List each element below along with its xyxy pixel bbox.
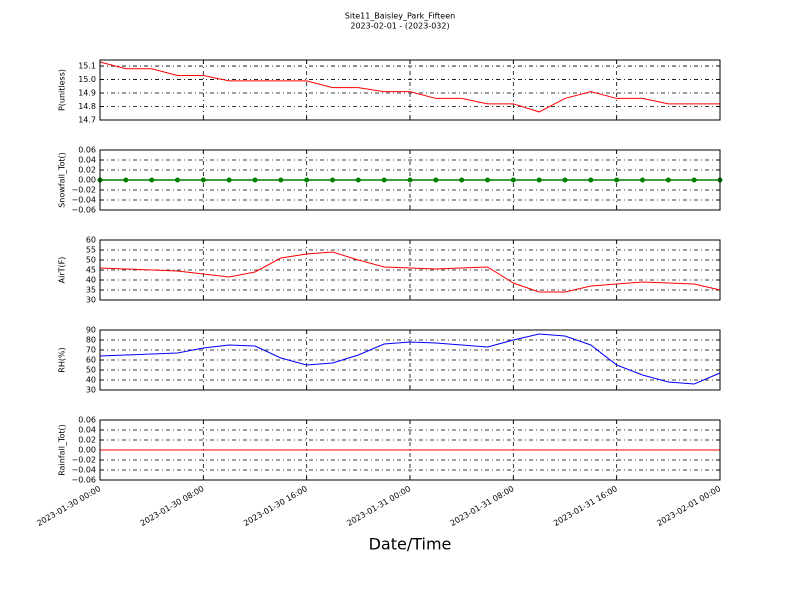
- data-point: [485, 177, 490, 183]
- figure-title: Site11_Baisley_Park_Fifteen: [345, 12, 455, 21]
- figure-subtitle: 2023-02-01 - (2023-032): [350, 22, 449, 31]
- data-point: [614, 177, 620, 183]
- y-tick-label: 50: [86, 256, 96, 265]
- y-axis-label: P(unitless): [58, 69, 67, 111]
- y-tick-label: 15.0: [78, 75, 96, 84]
- data-line: [99, 61, 720, 113]
- y-tick-label: 60: [86, 236, 96, 245]
- y-tick-label: 30: [86, 296, 96, 305]
- y-tick-label: 0.06: [78, 146, 96, 155]
- data-point: [200, 177, 206, 183]
- data-line: [99, 333, 721, 385]
- y-tick-label: −0.02: [71, 186, 96, 195]
- data-point: [355, 177, 361, 183]
- x-axis-label: Date/Time: [369, 535, 452, 554]
- y-tick-label: −0.02: [71, 456, 96, 465]
- y-tick-label: 0.06: [78, 416, 96, 425]
- y-tick-label: 0.04: [78, 156, 96, 165]
- plot-frame: [99, 239, 721, 301]
- data-point: [562, 177, 568, 183]
- y-tick-label: 40: [86, 276, 96, 285]
- data-point: [252, 177, 258, 183]
- data-point: [433, 177, 439, 183]
- data-point: [691, 177, 697, 183]
- y-tick-label: −0.06: [71, 476, 96, 485]
- plot-frame: [99, 419, 721, 481]
- y-tick-label: 0.02: [78, 166, 96, 175]
- y-tick-label: 0.00: [78, 446, 96, 455]
- data-point: [304, 177, 310, 183]
- data-point: [226, 177, 232, 183]
- y-tick-label: 30: [86, 386, 96, 395]
- data-point: [407, 177, 413, 183]
- y-tick-label: 60: [86, 356, 96, 365]
- data-point: [459, 177, 465, 183]
- y-tick-label: 45: [86, 266, 96, 275]
- data-point: [381, 177, 387, 183]
- plot-frame: [99, 59, 721, 121]
- data-point: [330, 177, 335, 183]
- y-tick-label: 55: [86, 246, 96, 255]
- y-tick-label: 0.00: [78, 176, 96, 185]
- y-tick-label: 0.04: [78, 426, 96, 435]
- y-tick-label: −0.04: [71, 466, 96, 475]
- y-tick-label: 70: [86, 346, 96, 355]
- plot-frame: [99, 149, 721, 211]
- y-tick-label: 15.1: [78, 62, 96, 71]
- plot-frame: [99, 329, 721, 391]
- y-tick-label: 14.9: [78, 89, 96, 98]
- y-tick-label: 0.02: [78, 436, 96, 445]
- data-point: [278, 177, 284, 183]
- y-axis-label: Snowfall_Tot(): [58, 152, 67, 208]
- y-tick-label: 35: [86, 286, 96, 295]
- y-tick-label: 50: [86, 366, 96, 375]
- data-point: [665, 177, 671, 183]
- data-point: [640, 177, 645, 183]
- y-tick-label: 14.8: [78, 102, 96, 111]
- data-point: [175, 177, 180, 183]
- y-tick-label: 90: [86, 326, 96, 335]
- y-tick-label: 80: [86, 336, 96, 345]
- y-tick-label: 40: [86, 376, 96, 385]
- data-point: [510, 177, 516, 183]
- data-line: [99, 251, 721, 293]
- y-axis-label: RH(%): [58, 347, 67, 372]
- data-point: [123, 177, 129, 183]
- y-tick-label: −0.04: [71, 196, 96, 205]
- data-point: [588, 177, 594, 183]
- y-axis-label: Rainfall_Tot(): [58, 424, 67, 476]
- data-point: [536, 177, 542, 183]
- y-tick-label: −0.06: [71, 206, 96, 215]
- data-point: [149, 177, 155, 183]
- y-axis-label: AirT(F): [58, 257, 67, 284]
- y-tick-label: 14.7: [78, 116, 96, 125]
